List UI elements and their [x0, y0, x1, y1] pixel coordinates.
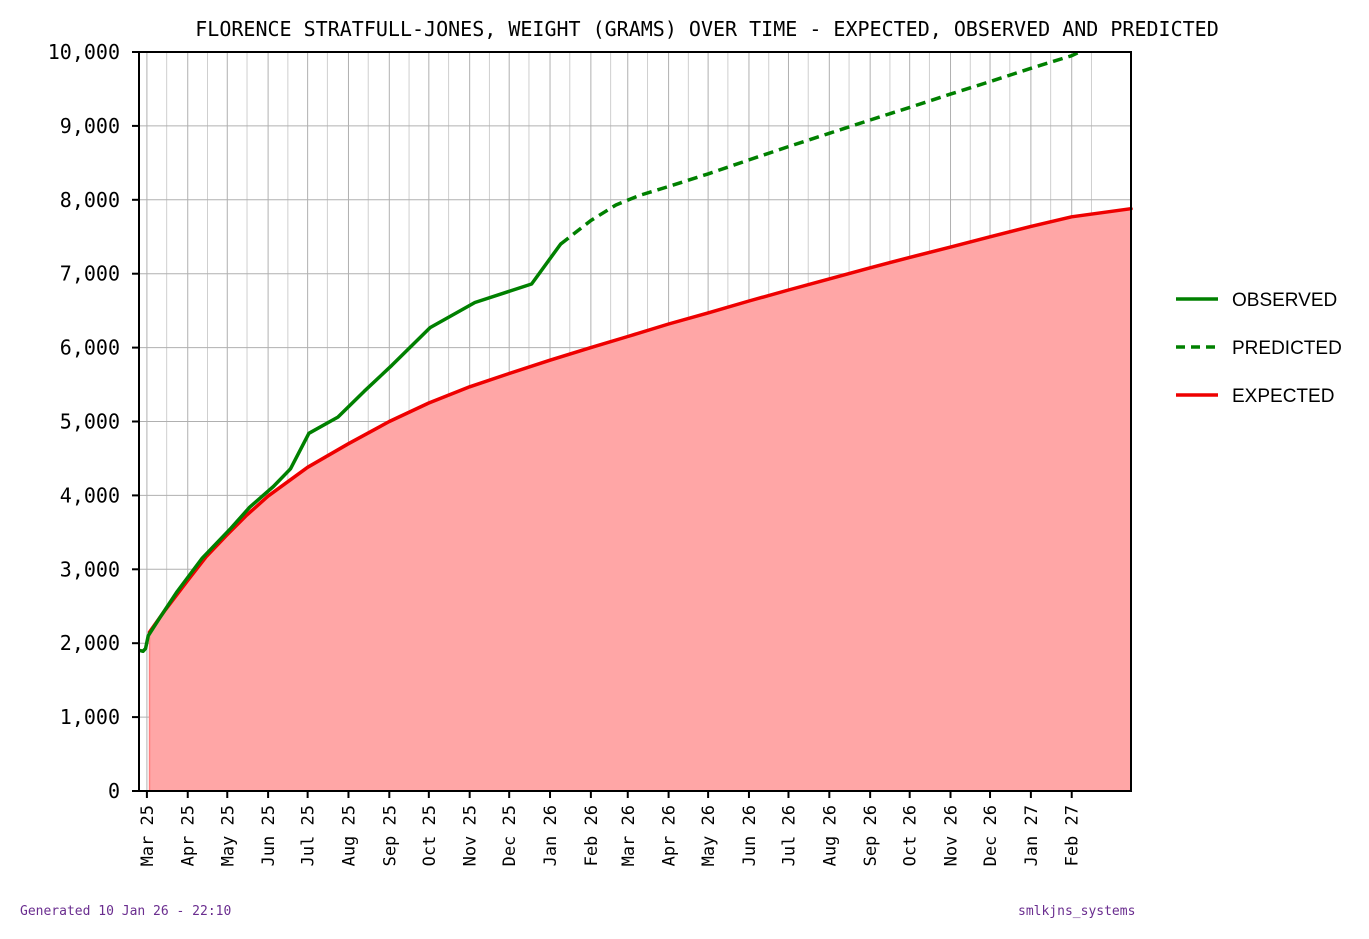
x-tick-label: Aug 26: [820, 805, 840, 866]
y-tick-label: 9,000: [60, 114, 120, 138]
y-tick-label: 1,000: [60, 705, 120, 729]
x-tick-label: Jun 26: [740, 805, 760, 866]
series-lines: [138, 50, 1133, 654]
x-tick-label: Feb 26: [582, 805, 602, 866]
x-tick-label: Feb 27: [1063, 805, 1083, 866]
y-axis: 0 1,000 2,000 3,000 4,000 5,000 6,000 7,000 8,00…: [48, 40, 139, 803]
y-tick-label: 6,000: [60, 336, 120, 360]
y-tick-label: 0: [108, 779, 120, 803]
x-tick-label: May 25: [218, 805, 238, 866]
x-tick-label: Jan 26: [541, 805, 561, 866]
x-tick-label: Jul 26: [780, 805, 800, 866]
x-tick-label: Nov 25: [461, 805, 481, 866]
x-tick-label: Sep 25: [380, 805, 400, 866]
series-line-expected: [147, 206, 1133, 634]
x-tick-label: May 26: [699, 805, 719, 866]
y-tick-label: 7,000: [60, 262, 120, 286]
expected-area: [149, 208, 1131, 791]
x-tick-label: Aug 25: [340, 805, 360, 866]
x-tick-label: Oct 26: [901, 805, 921, 866]
x-tick-label: Nov 26: [942, 805, 962, 866]
x-tick-label: Jan 27: [1022, 805, 1042, 866]
x-axis: Mar 25 Apr 25 May 25 Jun 25 Jul 25 Aug 25 Sep …: [138, 791, 1083, 866]
x-tick-label: Jun 25: [259, 805, 279, 866]
x-tick-label: Mar 25: [138, 805, 158, 866]
area-layer: [148, 208, 1131, 791]
x-tick-label: Apr 26: [660, 805, 680, 866]
y-tick-label: 2,000: [60, 631, 120, 655]
y-tick-label: 5,000: [60, 410, 120, 434]
generated-timestamp: Generated 10 Jan 26 - 22:10: [20, 904, 232, 919]
series-line-predicted: [559, 50, 1081, 246]
legend-label-predicted: PREDICTED: [1232, 338, 1342, 359]
x-tick-label: Jul 25: [299, 805, 319, 866]
x-tick-label: Mar 26: [619, 805, 639, 866]
brand-label: smlkjns_systems: [1018, 904, 1136, 919]
y-tick-label: 8,000: [60, 188, 120, 212]
y-tick-label: 4,000: [60, 483, 120, 507]
legend-label-expected: EXPECTED: [1232, 386, 1334, 407]
y-tick-label: 10,000: [48, 40, 120, 64]
legend-label-observed: OBSERVED: [1232, 290, 1337, 311]
x-tick-label: Sep 26: [861, 805, 881, 866]
x-tick-label: Dec 26: [981, 805, 1001, 866]
x-tick-label: Oct 25: [420, 805, 440, 866]
chart-title: FLORENCE STRATFULL-JONES, WEIGHT (GRAMS)…: [195, 17, 1219, 41]
series-line-observed: [138, 242, 563, 654]
x-tick-label: Apr 25: [179, 805, 199, 866]
x-tick-label: Dec 25: [500, 805, 520, 866]
legend: OBSERVED PREDICTED EXPECTED: [1176, 290, 1342, 407]
y-tick-label: 3,000: [60, 557, 120, 581]
